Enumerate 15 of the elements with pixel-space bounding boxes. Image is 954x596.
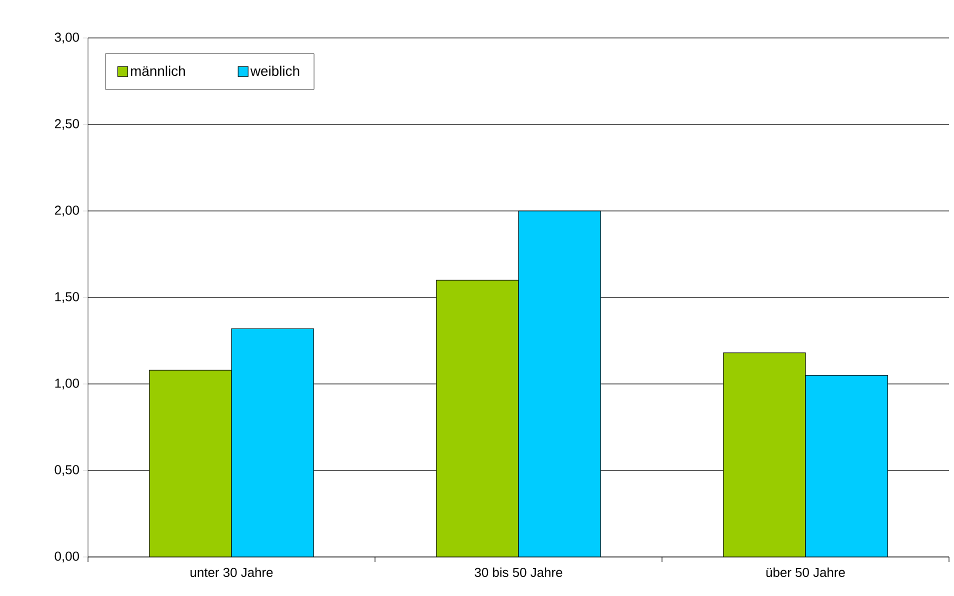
bar (436, 280, 519, 557)
x-tick-label: über 50 Jahre (766, 568, 845, 578)
y-tick-label: 1,00 (55, 378, 79, 390)
y-tick-label: 1,50 (55, 292, 79, 303)
y-tick-label: 0,00 (54, 552, 79, 562)
x-tick-label: 30 bis 50 Jahre (474, 568, 562, 578)
x-tick-label: unter 30 Jahre (190, 568, 273, 578)
bar (149, 370, 232, 557)
legend-label: weiblich (250, 66, 300, 76)
y-tick-label: 0,50 (54, 465, 79, 476)
bar (723, 352, 806, 557)
y-tick-label: 2,00 (54, 206, 79, 216)
y-tick-label: 2,50 (54, 119, 79, 130)
legend-label: männlich (130, 66, 185, 76)
y-tick-label: 3,00 (54, 32, 79, 44)
